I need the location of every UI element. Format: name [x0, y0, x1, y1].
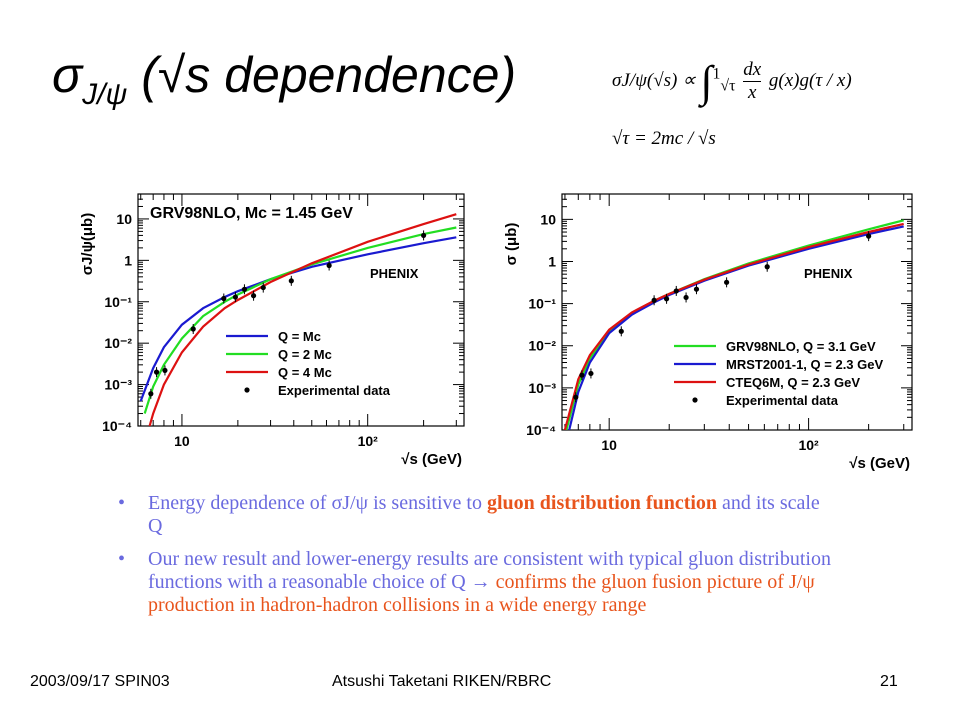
data-point — [588, 370, 594, 377]
x-tick-label: 10² — [358, 433, 379, 449]
bullet-segment: Our new result and lower-energy results … — [148, 548, 831, 593]
data-point — [683, 294, 689, 301]
chart-annotation: PHENIX — [804, 266, 853, 281]
series-group — [563, 219, 904, 430]
plot-pdf-comparison: 10 1 10⁻¹ 10⁻² 10⁻³ 10⁻⁴ 10 10² PHENIX GRV98NLO, … — [503, 193, 913, 472]
y-axis-label: σ (μb) — [503, 223, 520, 266]
data-point — [162, 367, 168, 374]
data-point — [232, 294, 239, 300]
x-axis-label: √s (GeV) — [849, 455, 910, 472]
bullet-segment: and its scale Q — [148, 492, 820, 537]
footer-date: 2003/09/17 SPIN03 — [30, 673, 170, 690]
series-line-1 — [143, 226, 457, 414]
y-tick-label: 1 — [124, 252, 132, 268]
series-line-1 — [568, 225, 904, 430]
y-tick-label: 10 — [116, 211, 132, 227]
footer-page-number: 21 — [880, 673, 898, 690]
legend-label-0: Q = Mc — [278, 329, 321, 344]
y-tick-label: 10 — [540, 211, 556, 227]
bullet-segment: gluon distribution function — [486, 492, 718, 514]
plot-grv98nlo: 10 1 10⁻¹ 10⁻² 10⁻³ 10⁻⁴ 10 10² GRV98NLO, Mc = 1… — [79, 193, 465, 468]
legend-experimental-label: Experimental data — [726, 393, 839, 408]
bullet-item: • Energy dependence of σJ/ψ is sensitive … — [118, 492, 838, 538]
legend-experimental-marker — [692, 397, 698, 403]
chart-annotation: PHENIX — [370, 266, 419, 281]
data-point — [866, 233, 872, 239]
plot-frame — [137, 193, 465, 427]
plot-frame — [561, 193, 913, 431]
series-line-2 — [148, 213, 457, 426]
data-point — [153, 369, 160, 375]
x-tick-label: 10 — [601, 437, 617, 453]
series-group — [139, 213, 457, 426]
formula-fraction: dx x — [743, 59, 762, 104]
y-tick-label: 10⁻⁴ — [102, 418, 132, 434]
series-line-2 — [563, 222, 904, 430]
data-point — [190, 326, 196, 332]
y-tick-label: 10⁻¹ — [104, 294, 132, 310]
bullet-text: Energy dependence of σJ/ψ is sensitive t… — [148, 492, 820, 537]
fraction-denominator: x — [747, 82, 757, 103]
title-sigma: σ — [52, 47, 83, 103]
chart-title: GRV98NLO, Mc = 1.45 GeV — [150, 205, 353, 222]
x-tick-label: 10² — [798, 437, 819, 453]
data-point — [573, 394, 579, 400]
y-tick-label: 10⁻⁴ — [526, 422, 556, 438]
formula-line-1: σJ/ψ(√s) ∝ ∫1√τ dx x g(x)g(τ / x) — [612, 56, 852, 107]
y-tick-label: 10⁻² — [104, 335, 132, 351]
x-axis-label: √s (GeV) — [401, 451, 462, 468]
data-point — [693, 286, 700, 292]
formula-integrand: g(x)g(τ / x) — [768, 69, 852, 91]
integral-upper: 1 — [712, 65, 721, 83]
data-point — [618, 328, 624, 334]
y-tick-label: 10⁻³ — [104, 377, 132, 393]
data-point — [221, 295, 227, 302]
y-tick-label: 10⁻² — [528, 338, 556, 354]
legend-experimental-label: Experimental data — [278, 383, 391, 398]
data-point — [241, 286, 248, 292]
title-subscript: J/ψ — [82, 78, 128, 111]
data-point — [421, 232, 427, 239]
integral-sign: ∫ — [700, 57, 713, 106]
data-point — [651, 297, 657, 303]
y-tick-label: 1 — [548, 253, 556, 269]
bullet-item: • Our new result and lower-energy results… — [118, 548, 838, 617]
legend-experimental-marker — [244, 387, 250, 393]
series-line-0 — [139, 236, 457, 402]
title-text: (√s dependence) — [127, 47, 517, 103]
bullet-segment: confirms the gluon fusion picture of J/ψ… — [148, 571, 815, 616]
formula-lhs: σJ/ψ(√s) ∝ — [612, 69, 696, 91]
legend-label-2: CTEQ6M, Q = 2.3 GeV — [726, 375, 860, 390]
bullet-text: Our new result and lower-energy results … — [148, 548, 831, 616]
footer-author: Atsushi Taketani RIKEN/RBRC — [332, 673, 552, 690]
data-point — [326, 262, 332, 269]
formula-tau: √τ = 2mc / √s — [612, 128, 716, 149]
legend-label-1: MRST2001-1, Q = 2.3 GeV — [726, 357, 883, 372]
y-tick-label: 10⁻³ — [528, 380, 556, 396]
bullet-dot: • — [118, 492, 126, 514]
bullet-list: • Energy dependence of σJ/ψ is sensitive … — [118, 492, 838, 627]
data-point — [663, 296, 670, 302]
data-point — [260, 284, 266, 291]
data-point — [673, 288, 679, 294]
data-point — [288, 278, 294, 284]
x-tick-label: 10 — [174, 433, 190, 449]
legend-label-2: Q = 4 Mc — [278, 365, 332, 380]
data-point — [764, 264, 770, 270]
data-point — [250, 293, 257, 299]
formula-line-2: √τ = 2mc / √s — [612, 128, 716, 150]
fraction-numerator: dx — [743, 59, 762, 82]
bullet-segment: Energy dependence of σJ/ψ is sensitive t… — [148, 492, 487, 514]
y-axis-label: σJ/ψ(μb) — [79, 213, 96, 275]
data-point — [724, 279, 730, 285]
legend-label-1: Q = 2 Mc — [278, 347, 332, 362]
integral-lower: √τ — [720, 77, 736, 95]
y-tick-label: 10⁻¹ — [528, 296, 556, 312]
data-point — [148, 391, 154, 397]
slide-title: σJ/ψ (√s dependence) — [52, 46, 517, 111]
bullet-dot: • — [118, 548, 126, 570]
data-point — [579, 372, 585, 378]
legend-label-0: GRV98NLO, Q = 3.1 GeV — [726, 339, 876, 354]
